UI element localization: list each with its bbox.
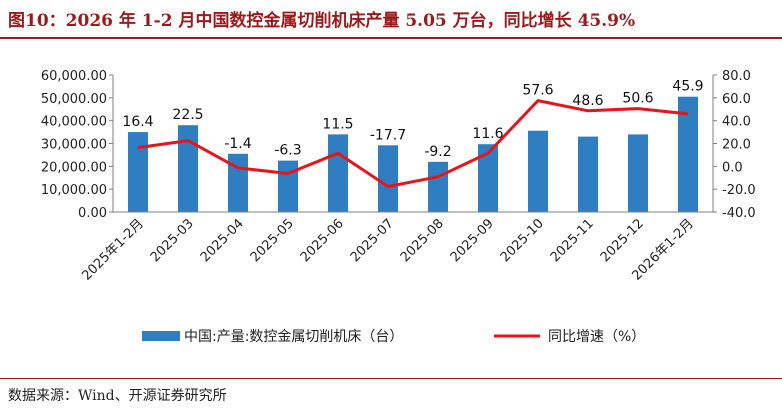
right-tick-label: 40.0 (722, 115, 751, 130)
legend-bar-label: 中国:产量:数控金属切削机床（台） (184, 329, 403, 345)
bar (678, 96, 698, 212)
x-tick-label: 2025-03 (148, 216, 197, 265)
data-label: 57.6 (522, 83, 553, 99)
figure-title: 图10：2026 年 1-2 月中国数控金属切削机床产量 5.05 万台，同比增… (8, 11, 636, 31)
data-label: -9.2 (424, 144, 451, 160)
data-label: 45.9 (672, 79, 703, 95)
chart: 60,000.00 50,000.00 40,000.00 30,000.00 20,0… (41, 69, 756, 345)
right-tick-label: 20.0 (722, 138, 751, 153)
source-note: 数据来源：Wind、开源证券研究所 (8, 388, 227, 404)
bar-series (128, 96, 698, 212)
left-tick-label: 0.00 (78, 206, 107, 221)
legend-line-label: 同比增速（%） (548, 329, 645, 345)
data-label: 50.6 (622, 91, 653, 107)
bar (628, 134, 648, 212)
bar (178, 125, 198, 212)
data-label: 48.6 (572, 93, 603, 109)
left-tick-label: 10,000.00 (41, 183, 107, 198)
x-tick-label: 2025-05 (248, 216, 297, 265)
data-label: 16.4 (122, 114, 153, 130)
axes: 60,000.00 50,000.00 40,000.00 30,000.00 20,0… (41, 69, 756, 221)
left-tick-label: 40,000.00 (41, 115, 107, 130)
line-series (137, 99, 689, 188)
right-tick-label: 80.0 (722, 69, 751, 84)
bar (578, 136, 598, 212)
bar (528, 130, 548, 212)
x-tick-label: 2025-11 (548, 216, 597, 265)
bar (378, 145, 398, 212)
bar (478, 144, 498, 212)
x-tick-label: 2025-09 (448, 216, 497, 265)
data-labels: 16.4 22.5 -1.4 -6.3 11.5 -17.7 -9.2 11.6 57.6 48.… (122, 79, 703, 160)
bar (328, 134, 348, 212)
left-tick-label: 30,000.00 (41, 138, 107, 153)
title-divider (0, 37, 782, 39)
bar (428, 161, 448, 212)
x-tick-label: 2025-04 (198, 216, 247, 265)
legend-bar-swatch (142, 331, 180, 341)
bar (278, 160, 298, 212)
right-tick-label: 60.0 (722, 92, 751, 107)
data-label: 11.5 (322, 116, 353, 132)
data-label: -17.7 (370, 127, 406, 143)
right-tick-label: -40.0 (722, 206, 756, 221)
left-tick-label: 20,000.00 (41, 160, 107, 175)
x-tick-label: 2025-12 (598, 216, 647, 265)
left-tick-label: 60,000.00 (41, 69, 107, 84)
bar (128, 132, 148, 212)
right-tick-label: 0.0 (722, 160, 743, 175)
legend: 中国:产量:数控金属切削机床（台） 同比增速（%） (142, 329, 645, 345)
yoy-line (137, 99, 689, 188)
data-label: 22.5 (172, 107, 203, 123)
x-tick-label: 2025-08 (398, 216, 447, 265)
x-tick-label: 2025-10 (498, 216, 547, 265)
x-axis-ticks: 2025年1-2月 2025-03 2025-04 2025-05 2025-06 202… (79, 216, 696, 283)
footer-divider (0, 378, 782, 379)
data-label: 11.6 (472, 126, 503, 142)
left-tick-label: 50,000.00 (41, 92, 107, 107)
right-tick-label: -20.0 (722, 183, 756, 198)
data-label: -6.3 (274, 143, 301, 159)
x-tick-label: 2025-07 (348, 216, 397, 265)
x-tick-label: 2025年1-2月 (79, 216, 146, 283)
x-tick-label: 2025-06 (298, 216, 347, 265)
data-label: -1.4 (224, 136, 251, 152)
